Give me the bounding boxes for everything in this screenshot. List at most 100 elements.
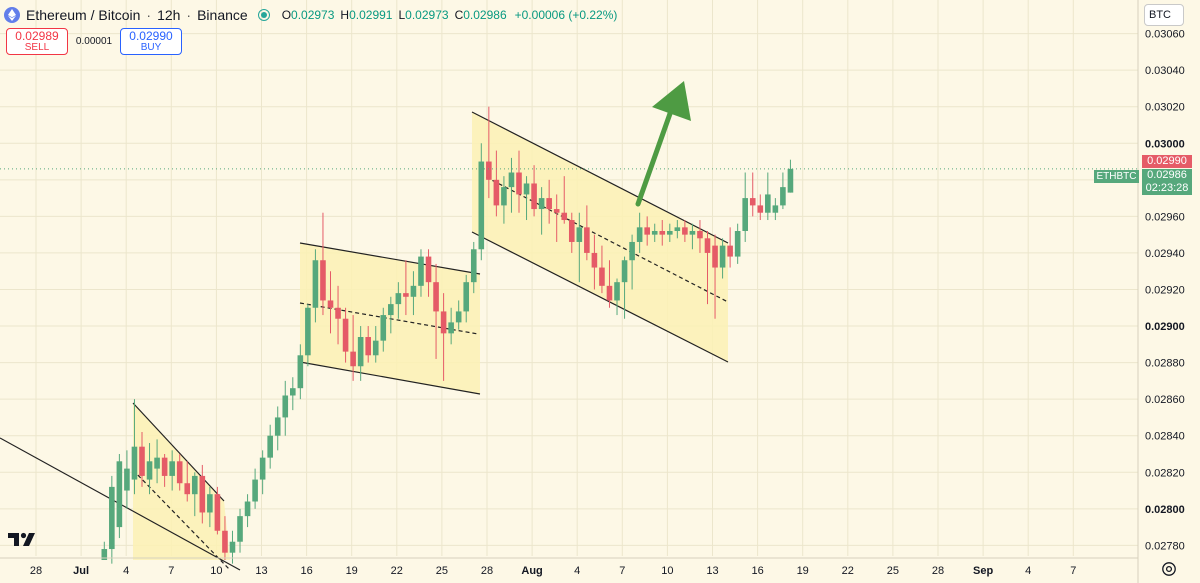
candle-body <box>222 530 228 553</box>
tradingview-logo[interactable] <box>8 530 38 548</box>
candle-body <box>757 205 764 213</box>
candle-body <box>772 205 779 213</box>
channel-3-lower <box>471 231 729 363</box>
candle-up <box>154 439 160 484</box>
candle-body <box>350 351 356 367</box>
falling-channel-3-fill <box>472 112 728 362</box>
last-price-tag: 0.02986 02:23:28 <box>1142 169 1192 195</box>
candle-body <box>742 198 748 231</box>
chart-grid <box>0 0 1138 556</box>
candle-body <box>131 446 138 480</box>
candle-down <box>161 453 168 487</box>
candle-body <box>734 230 741 257</box>
candle-body <box>357 337 364 367</box>
candle-down <box>184 461 191 502</box>
candle-body <box>176 461 183 484</box>
sell-button[interactable]: 0.02989 SELL <box>6 28 68 55</box>
candle-up <box>169 450 175 491</box>
candle-body <box>440 311 447 334</box>
candle-up <box>455 300 462 330</box>
candle-body <box>418 256 424 286</box>
price-tick-label: 0.03000 <box>1145 138 1185 150</box>
candle-down <box>727 227 733 268</box>
buy-button[interactable]: 0.02990 BUY <box>120 28 182 55</box>
breakout-arrow <box>635 81 691 207</box>
market-status-icon[interactable] <box>257 9 270 21</box>
time-tick-label: 7 <box>619 565 625 577</box>
candle-body <box>765 194 771 213</box>
candle-body <box>659 230 666 235</box>
time-tick-label: 28 <box>481 565 493 577</box>
candle-down <box>335 285 341 345</box>
time-tick-label: 22 <box>842 565 854 577</box>
ticker-tag: ETHBTC <box>1094 170 1139 183</box>
candle-up <box>282 380 289 436</box>
time-tick-label: 13 <box>706 565 718 577</box>
candle-body <box>614 282 620 301</box>
gear-icon[interactable] <box>1160 560 1178 578</box>
candle-up <box>501 176 507 224</box>
candle-up <box>667 223 673 242</box>
candle-up <box>116 453 123 539</box>
candle-body <box>553 209 560 213</box>
candle-body <box>591 252 598 268</box>
candle-up <box>229 530 236 564</box>
candle-up <box>380 307 387 352</box>
candle-body <box>161 457 168 476</box>
candle-body <box>410 285 417 297</box>
candle-down <box>365 326 371 363</box>
candle-down <box>591 234 598 290</box>
time-tick-label: 10 <box>661 565 673 577</box>
candle-up <box>636 212 643 253</box>
candle-up <box>191 472 198 517</box>
candle-body <box>493 179 500 206</box>
candle-body <box>146 461 153 480</box>
close-key: C <box>454 8 464 22</box>
price-tick-label: 0.03020 <box>1145 102 1185 114</box>
candle-body <box>486 161 492 180</box>
candle-down <box>606 260 613 308</box>
candle-body <box>727 245 733 257</box>
candle-body <box>282 395 289 418</box>
currency-button[interactable]: BTC <box>1144 4 1184 26</box>
high-value: 0.02991 <box>349 8 393 22</box>
candle-body <box>388 304 394 316</box>
sell-label: SELL <box>24 41 50 53</box>
candle-down <box>568 212 575 253</box>
price-tick-label: 0.02940 <box>1145 248 1185 260</box>
candle-body <box>403 293 409 297</box>
candle-body <box>568 220 575 242</box>
time-tick-label: 22 <box>391 565 403 577</box>
candle-body <box>109 486 115 550</box>
candle-up <box>538 187 545 235</box>
candle-body <box>372 340 379 356</box>
candle-down <box>199 464 206 524</box>
candle-down <box>659 220 666 246</box>
candle-up <box>237 508 243 553</box>
candle-up <box>305 304 311 367</box>
candle-up <box>395 282 402 319</box>
candle-body <box>712 245 718 268</box>
candle-body <box>621 260 628 283</box>
interval-label[interactable]: 12h <box>157 7 181 23</box>
candle-down <box>440 293 447 381</box>
symbol-name[interactable]: Ethereum / Bitcoin <box>26 7 141 23</box>
time-tick-label: 4 <box>123 565 129 577</box>
price-axis: 0.030600.030400.030200.030000.029800.029… <box>1137 0 1185 583</box>
candle-up <box>207 486 213 528</box>
spread-value: 0.00001 <box>75 36 113 47</box>
candle-body <box>169 461 175 476</box>
candle-down <box>176 453 183 491</box>
candle-body <box>704 238 711 253</box>
candle-body <box>501 187 507 206</box>
candle-body <box>561 212 568 221</box>
candle-up <box>388 296 394 334</box>
candle-up <box>576 212 583 283</box>
price-tick-label: 0.02900 <box>1145 321 1185 333</box>
change-value: +0.00006 (+0.22%) <box>514 8 618 22</box>
price-tick-label: 0.02800 <box>1145 504 1185 516</box>
exchange-label: Binance <box>197 7 248 23</box>
candle-body <box>644 227 650 235</box>
price-tick-label: 0.02880 <box>1145 358 1185 370</box>
